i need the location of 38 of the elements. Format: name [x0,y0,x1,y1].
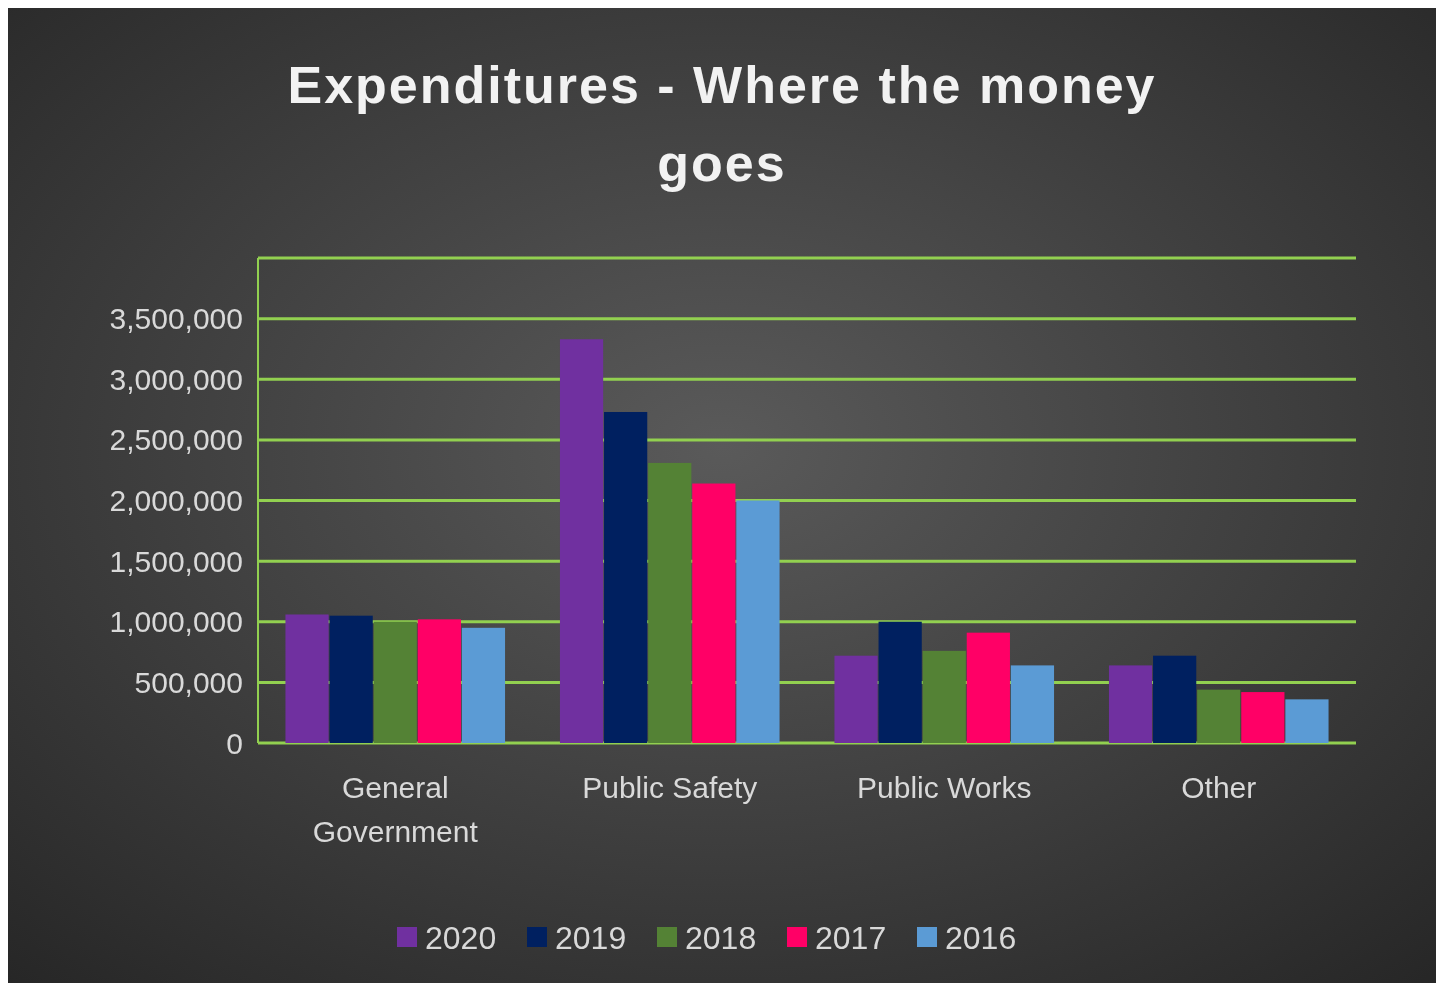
bar [1197,689,1241,743]
legend-label: 2020 [425,920,497,957]
bar [1108,665,1153,743]
x-tick-label: General Government [312,771,479,848]
legend-label: 2016 [945,920,1017,957]
y-tick-label: 2,500,000 [109,423,243,457]
bar [736,500,780,743]
bar [461,627,506,743]
x-tick-label: Other [1181,771,1257,804]
bar [1010,665,1055,743]
bar [604,411,648,743]
bar [922,650,966,743]
x-tick-label: Public Works [857,771,1032,804]
y-tick-label: 0 [226,726,243,760]
bar [834,655,878,743]
bar [692,483,736,743]
bar [1285,699,1329,743]
y-tick-label: 500,000 [134,665,243,699]
bar [648,462,692,743]
bar [417,619,461,743]
y-tick-label: 2,000,000 [109,484,243,517]
y-tick-label: 1,500,000 [109,544,243,578]
legend-label: 2019 [555,920,627,957]
bar [1241,692,1285,743]
bar [329,615,373,743]
y-tick-label: 3,500,000 [109,302,243,336]
bar [559,339,604,743]
legend-label: 2017 [815,920,887,957]
bar [878,621,922,743]
bar [966,632,1010,743]
legend-label: 2018 [685,920,757,957]
bar [373,621,417,743]
bar [285,614,329,743]
x-tick-label: Public Safety [582,771,758,804]
chart-title: Expenditures - Where the money goes [287,56,1157,192]
y-tick-label: 3,000,000 [109,362,243,396]
bar [1153,655,1197,743]
y-tick-label: 1,000,000 [109,605,243,639]
